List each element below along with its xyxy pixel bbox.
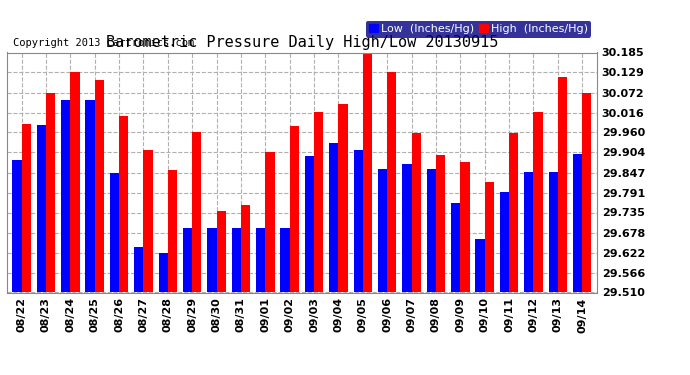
Bar [61, 100, 70, 292]
Bar [475, 239, 484, 292]
Bar [484, 182, 494, 292]
Bar [509, 133, 518, 292]
Bar [280, 228, 290, 292]
Bar [95, 80, 104, 292]
Bar [460, 162, 470, 292]
Bar [37, 125, 46, 292]
Bar [183, 228, 193, 292]
Bar [21, 124, 31, 292]
Bar [305, 156, 314, 292]
Bar [193, 132, 201, 292]
Bar [533, 112, 543, 292]
Bar [314, 112, 324, 292]
Bar [582, 93, 591, 292]
Bar [266, 152, 275, 292]
Bar [110, 173, 119, 292]
Bar [134, 247, 144, 292]
Bar [363, 53, 372, 292]
Bar [159, 253, 168, 292]
Bar [207, 228, 217, 292]
Bar [256, 228, 266, 292]
Text: Copyright 2013 Cartronics.com: Copyright 2013 Cartronics.com [13, 38, 194, 48]
Bar [436, 155, 445, 292]
Bar [119, 117, 128, 292]
Title: Barometric Pressure Daily High/Low 20130915: Barometric Pressure Daily High/Low 20130… [106, 35, 498, 50]
Bar [46, 93, 55, 292]
Bar [411, 133, 421, 292]
Bar [86, 100, 95, 292]
Bar [338, 104, 348, 292]
Bar [558, 77, 567, 292]
Bar [241, 206, 250, 292]
Bar [573, 154, 582, 292]
Bar [524, 172, 533, 292]
Bar [70, 72, 79, 292]
Bar [168, 170, 177, 292]
Bar [378, 169, 387, 292]
Bar [500, 192, 509, 292]
Bar [232, 228, 241, 292]
Bar [549, 172, 558, 292]
Bar [387, 72, 397, 292]
Bar [144, 150, 152, 292]
Bar [12, 160, 21, 292]
Bar [329, 143, 338, 292]
Legend: Low  (Inches/Hg), High  (Inches/Hg): Low (Inches/Hg), High (Inches/Hg) [366, 21, 591, 38]
Bar [451, 202, 460, 292]
Bar [217, 211, 226, 292]
Bar [290, 126, 299, 292]
Bar [353, 150, 363, 292]
Bar [402, 165, 411, 292]
Bar [426, 169, 436, 292]
